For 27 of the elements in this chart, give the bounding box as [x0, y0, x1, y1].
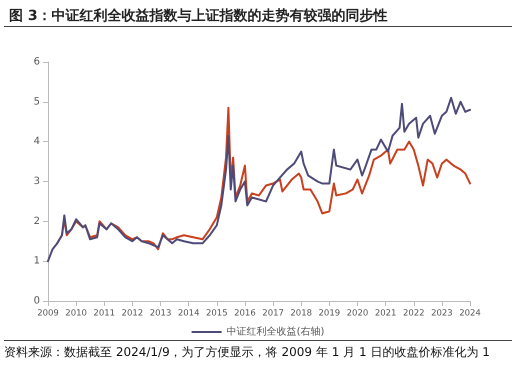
- legend-label: 中证红利全收益(右轴): [226, 326, 324, 338]
- y-tick-label: 5: [34, 96, 40, 108]
- x-tick-label: 2018: [290, 308, 312, 318]
- y-tick-label: 6: [34, 56, 40, 68]
- chart-title: 图 3：中证红利全收益指数与上证指数的走势有较强的同步性: [9, 8, 388, 24]
- y-tick-label: 3: [34, 176, 40, 187]
- x-tick-label: 2012: [122, 308, 144, 318]
- x-tick-label: 2024: [459, 308, 481, 318]
- x-tick-label: 2021: [374, 308, 396, 318]
- line-series: [47, 96, 471, 262]
- x-tick-label: 2020: [346, 308, 368, 318]
- y-tick-label: 2: [34, 216, 40, 227]
- x-tick-label: 2019: [318, 308, 340, 318]
- x-tick-label: 2016: [234, 308, 256, 318]
- x-tick-label: 2011: [93, 308, 116, 318]
- x-tick-label: 2022: [402, 308, 425, 318]
- x-tick-label: 2015: [206, 308, 228, 318]
- y-tick-label: 0: [34, 296, 40, 306]
- x-tick-label: 2013: [150, 308, 172, 318]
- y-tick-label: 1: [34, 256, 40, 267]
- text: 资料来源：数据截至 2024/1/9，为了方便显示，将 2009 年 1 月 1 日的收盘价标准化为 1: [4, 345, 490, 359]
- x-tick-label: 2017: [262, 308, 284, 318]
- x-tick-label: 2023: [431, 308, 453, 318]
- x-tick-label: 2010: [65, 308, 87, 318]
- x-tick-label: 2009: [37, 308, 59, 318]
- x-tick-label: 2014: [178, 308, 200, 318]
- y-tick-label: 4: [34, 136, 40, 148]
